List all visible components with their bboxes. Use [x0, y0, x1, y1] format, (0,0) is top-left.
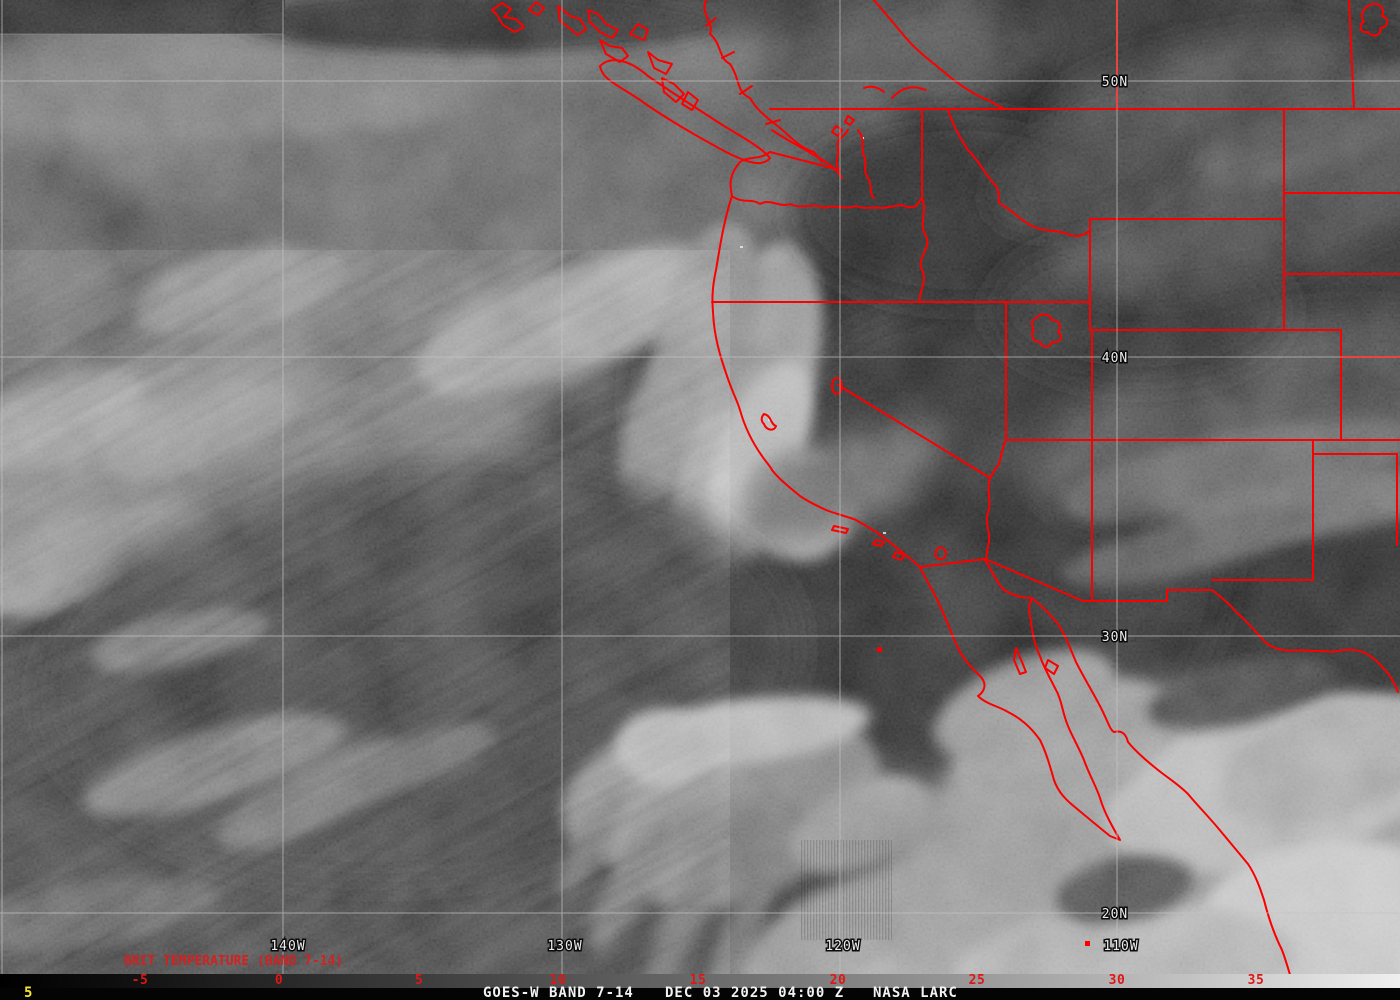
coastline-bc-mainland [703, 0, 823, 163]
coastline-washington [729, 151, 771, 197]
marker-dot-2 [877, 647, 882, 652]
lon-label-140w: 140W [270, 939, 305, 954]
marker-dot-1 [1085, 941, 1090, 946]
colorado-river-ca-az [985, 477, 991, 561]
lon-label-120w: 120W [825, 939, 860, 954]
brightness-temperature-label: BRIT TEMPERATURE (BAND 7-14) [124, 954, 344, 969]
frame-number: 5 [24, 985, 34, 1000]
colorbar-tick: 25 [968, 973, 986, 988]
colorbar-tick: 35 [1247, 973, 1265, 988]
vancouver-island [599, 59, 771, 165]
lon-label-110w: 110W [1103, 939, 1138, 954]
colorbar-tick: 30 [1108, 973, 1126, 988]
strait-juan-de-fuca [769, 151, 841, 171]
lat-label-40n: 40N [1102, 351, 1128, 366]
lat-label-50n: 50N [1102, 75, 1128, 90]
baja-california [919, 566, 1121, 841]
border-bc-alberta [873, 0, 1005, 110]
goose-lake [831, 377, 843, 395]
colorbar-tick: 20 [829, 973, 847, 988]
border-ca-nv [837, 384, 991, 479]
border-id-mt [947, 108, 1091, 238]
border-or-id-snake [918, 197, 929, 303]
border-nv-az-river [989, 439, 1007, 479]
scan-striping-artifact [800, 840, 892, 940]
coastline-central-ca [771, 469, 921, 568]
rio-grande [1211, 589, 1399, 693]
salton-sea [934, 546, 947, 561]
coastline-or-ca [711, 195, 773, 471]
footer-bar: 5 GOES-W BAND 7-14 DEC 03 2025 04:00 Z N… [0, 985, 1400, 1000]
border-sask-manitoba [1348, 0, 1355, 110]
colorbar-tick: 15 [689, 973, 707, 988]
lat-label-20n: 20N [1102, 907, 1128, 922]
great-salt-lake [1030, 313, 1062, 348]
geography-overlay [491, 0, 1400, 1000]
timestamp: DEC 03 2025 04:00 Z [665, 985, 845, 1000]
graticule-labels: 50N 40N 30N 20N 140W 130W 120W 110W [269, 74, 1139, 956]
gulf-islands [1013, 647, 1059, 675]
product-name: GOES-W BAND 7-14 [483, 985, 634, 1000]
colorbar-tick: 5 [414, 973, 424, 988]
border-us-mexico [919, 558, 1213, 602]
graticule [0, 0, 1400, 974]
colorbar-tick: 10 [549, 973, 567, 988]
colorbar-tick: 0 [274, 973, 284, 988]
lat-label-30n: 30N [1102, 630, 1128, 645]
temperature-colorbar: -5 0 5 10 15 20 25 30 35 [0, 974, 1400, 988]
credit: NASA LARC [873, 985, 958, 1000]
san-francisco-bay [760, 413, 777, 431]
coastline-bc-islands [491, 2, 525, 33]
manitoba-lake [1359, 2, 1388, 37]
channel-islands [831, 525, 906, 561]
colorbar-tick: -5 [131, 973, 149, 988]
lon-label-130w: 130W [547, 939, 582, 954]
colorado-delta [984, 559, 1033, 599]
border-wa-or-columbia [731, 195, 923, 209]
coastline-mainland-mexico [1031, 597, 1299, 1000]
